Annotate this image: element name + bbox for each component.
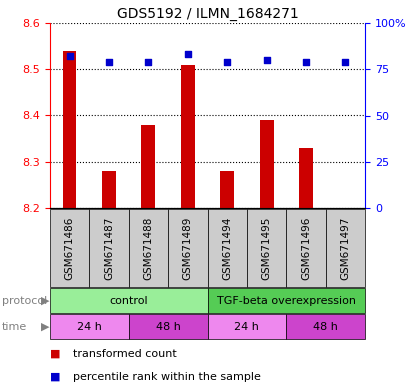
Text: percentile rank within the sample: percentile rank within the sample	[73, 372, 261, 382]
Text: GSM671486: GSM671486	[64, 216, 75, 280]
Text: 48 h: 48 h	[313, 321, 338, 331]
Point	[264, 57, 270, 63]
Text: ■: ■	[50, 372, 60, 382]
Bar	[63, 51, 76, 208]
Text: GSM671487: GSM671487	[104, 216, 114, 280]
Bar	[220, 171, 234, 208]
Point	[66, 53, 73, 60]
Text: ▶: ▶	[41, 296, 49, 306]
Text: 24 h: 24 h	[234, 321, 259, 331]
Point	[105, 59, 112, 65]
Point	[342, 59, 349, 65]
Text: TGF-beta overexpression: TGF-beta overexpression	[217, 296, 356, 306]
Text: GSM671496: GSM671496	[301, 216, 311, 280]
Bar	[260, 120, 273, 208]
Point	[184, 51, 191, 58]
Point	[224, 59, 231, 65]
Text: transformed count: transformed count	[73, 349, 176, 359]
Bar	[181, 65, 195, 208]
Text: ■: ■	[50, 349, 60, 359]
Bar	[102, 171, 116, 208]
Text: 24 h: 24 h	[77, 321, 102, 331]
Text: time: time	[2, 321, 27, 331]
Text: GSM671494: GSM671494	[222, 216, 232, 280]
Text: GSM671488: GSM671488	[143, 216, 154, 280]
Text: GSM671497: GSM671497	[340, 216, 351, 280]
Title: GDS5192 / ILMN_1684271: GDS5192 / ILMN_1684271	[117, 7, 298, 21]
Text: GSM671495: GSM671495	[261, 216, 272, 280]
Point	[303, 59, 309, 65]
Text: 48 h: 48 h	[156, 321, 181, 331]
Point	[145, 59, 152, 65]
Text: protocol: protocol	[2, 296, 47, 306]
Bar	[299, 148, 313, 208]
Bar	[142, 125, 155, 208]
Text: ▶: ▶	[41, 321, 49, 331]
Text: control: control	[109, 296, 148, 306]
Text: GSM671489: GSM671489	[183, 216, 193, 280]
